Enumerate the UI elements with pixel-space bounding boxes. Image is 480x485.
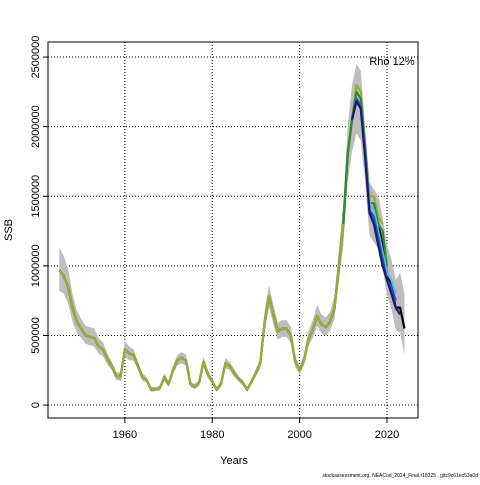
- y-tick-label: 1500000: [30, 175, 42, 218]
- y-tick-label: 0: [30, 402, 42, 408]
- confidence-band: [59, 63, 405, 392]
- footer: stockassessment.org, NEACod_2024_Final,r…: [322, 473, 478, 479]
- x-tick-label: 2020: [375, 429, 399, 441]
- y-tick-label: 2000000: [30, 105, 42, 148]
- x-tick-label: 2000: [287, 429, 311, 441]
- y-axis-label: SSB: [3, 219, 15, 241]
- y-tick-label: 1000000: [30, 244, 42, 287]
- y-tick-label: 500000: [30, 317, 42, 354]
- series-line: [58, 83, 384, 391]
- plot-frame: [47, 41, 419, 419]
- x-tick-label: 1980: [200, 429, 224, 441]
- annotation: Rho 12%: [369, 56, 414, 68]
- series-line: [350, 100, 402, 316]
- y-tick-label: 2500000: [30, 36, 42, 79]
- x-axis-label: Years: [220, 455, 248, 467]
- x-tick-label: 1960: [113, 429, 137, 441]
